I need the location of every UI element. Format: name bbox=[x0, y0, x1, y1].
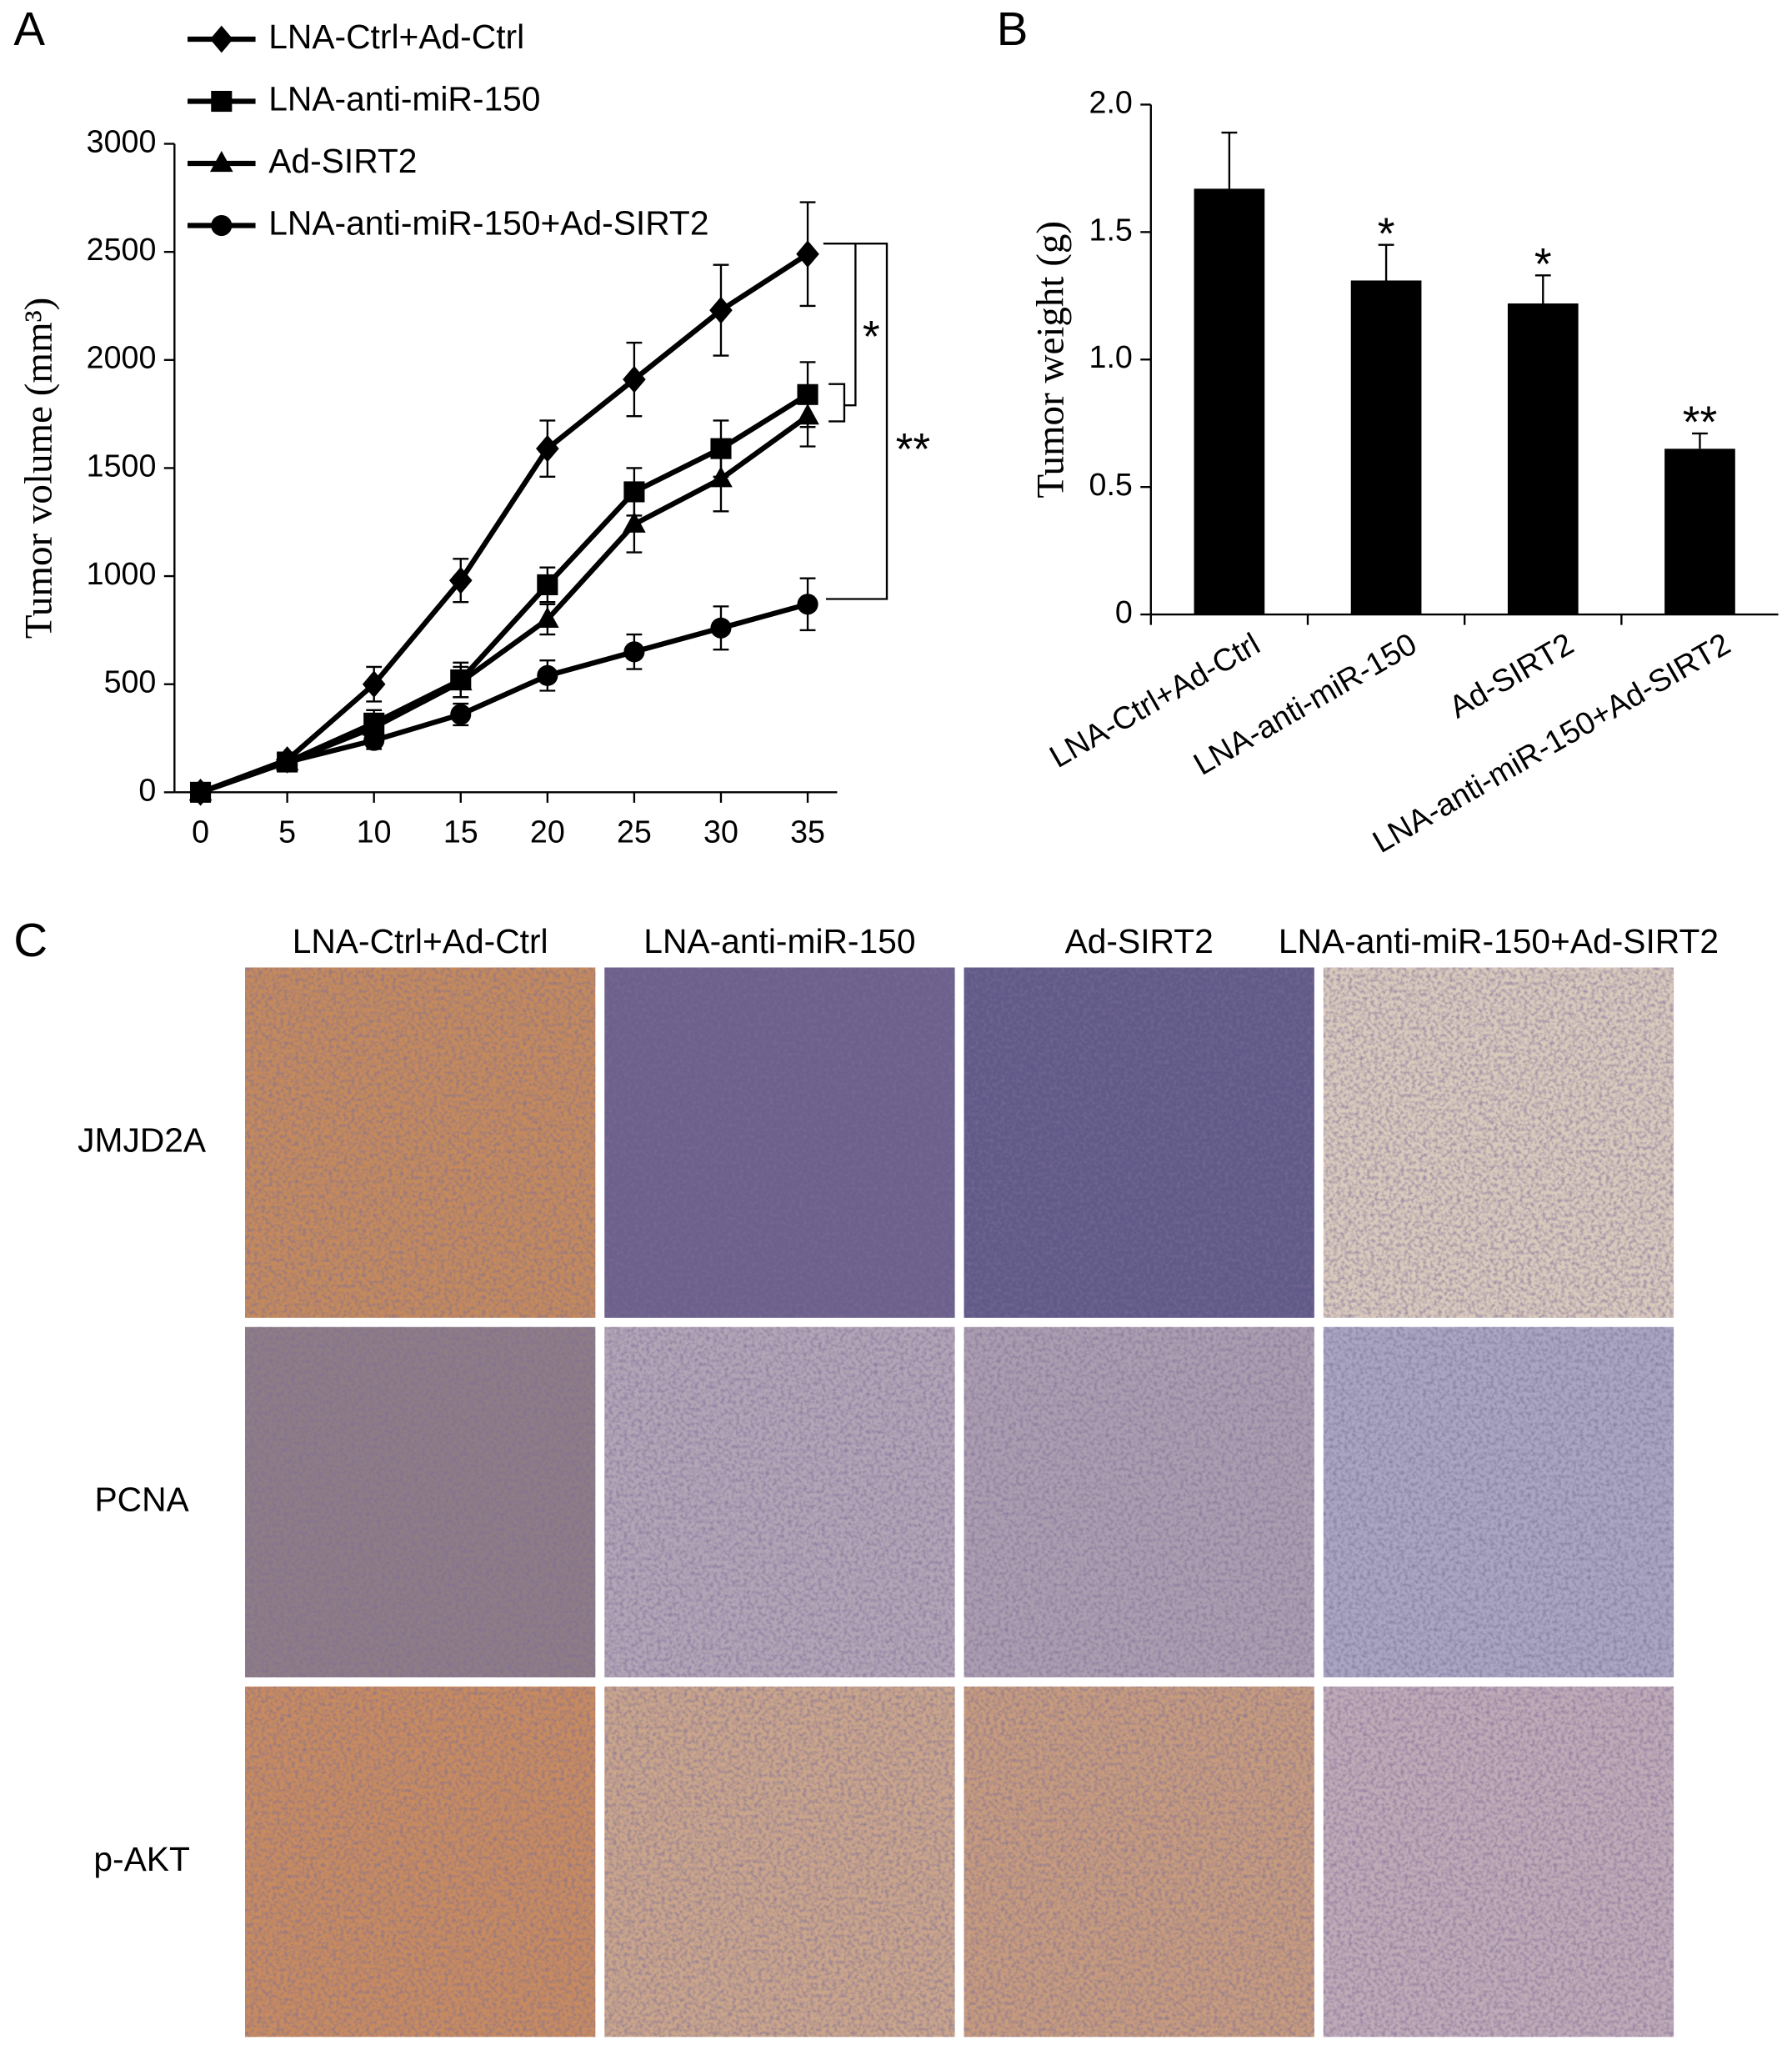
micrograph-texture bbox=[245, 1687, 596, 2037]
micrograph-texture bbox=[1323, 1326, 1674, 1678]
legend-label: LNA-anti-miR-150 bbox=[268, 79, 540, 118]
legend-label: LNA-Ctrl+Ad-Ctrl bbox=[268, 18, 524, 56]
marker bbox=[796, 240, 819, 268]
x-tick-label: 25 bbox=[617, 814, 652, 849]
micrograph-texture bbox=[604, 1326, 955, 1678]
micrograph-texture bbox=[964, 967, 1314, 1318]
micrograph-texture bbox=[1323, 1687, 1674, 2037]
marker bbox=[209, 25, 233, 53]
y-axis-title: Tumor weight (g) bbox=[1029, 221, 1073, 499]
marker bbox=[537, 664, 558, 686]
y-axis-title: Tumor volume (mm³) bbox=[18, 298, 61, 639]
bar bbox=[1350, 280, 1422, 615]
micrograph-texture bbox=[604, 967, 955, 1318]
marker bbox=[623, 365, 646, 393]
marker bbox=[796, 403, 819, 425]
y-tick-label: 3000 bbox=[87, 123, 157, 158]
error-bar bbox=[1534, 274, 1551, 303]
marker bbox=[211, 90, 233, 113]
annotation: * bbox=[863, 313, 880, 362]
marker bbox=[209, 150, 233, 173]
column-label: LNA-Ctrl+Ad-Ctrl bbox=[293, 922, 548, 960]
bracket bbox=[826, 243, 888, 600]
bracket bbox=[828, 383, 846, 423]
bar bbox=[1194, 188, 1265, 615]
y-tick-label: 1000 bbox=[87, 556, 157, 591]
marker bbox=[710, 617, 732, 639]
micrograph-texture bbox=[604, 1687, 955, 2037]
error-bar bbox=[1221, 131, 1238, 189]
y-tick-label: 2000 bbox=[87, 340, 157, 375]
y-tick-label: 2500 bbox=[87, 232, 157, 267]
bracket bbox=[823, 243, 857, 407]
panel-label: A bbox=[13, 3, 45, 55]
error-bar bbox=[1692, 432, 1708, 449]
row-label: PCNA bbox=[94, 1481, 189, 1519]
bar bbox=[1507, 303, 1579, 615]
y-tick-label: 1.0 bbox=[1089, 339, 1133, 374]
series-line bbox=[199, 252, 809, 795]
annotation: ** bbox=[896, 425, 930, 474]
marker bbox=[623, 511, 646, 533]
y-tick-label: 1.5 bbox=[1089, 212, 1133, 247]
marker bbox=[362, 670, 386, 699]
marker bbox=[709, 296, 733, 324]
marker bbox=[362, 714, 386, 736]
series-line bbox=[199, 414, 809, 795]
marker bbox=[623, 641, 645, 663]
marker bbox=[190, 781, 212, 803]
significance: * bbox=[1534, 240, 1552, 289]
panel-label: C bbox=[13, 914, 48, 966]
micrograph-texture bbox=[964, 1687, 1314, 2037]
marker bbox=[450, 704, 472, 725]
column-label: LNA-anti-miR-150+Ad-SIRT2 bbox=[1279, 922, 1719, 960]
x-tick-label: 0 bbox=[192, 814, 209, 849]
y-tick-label: 0 bbox=[138, 772, 156, 807]
x-tick-label: 15 bbox=[443, 814, 478, 849]
column-label: LNA-anti-miR-150 bbox=[643, 922, 915, 960]
y-tick-label: 1500 bbox=[87, 448, 157, 483]
bar bbox=[1664, 449, 1735, 615]
marker bbox=[211, 214, 233, 237]
row-label: p-AKT bbox=[93, 1840, 190, 1878]
x-tick-label: 35 bbox=[790, 814, 825, 849]
y-tick-label: 2.0 bbox=[1089, 84, 1133, 119]
micrograph-texture bbox=[1323, 967, 1674, 1318]
micrograph-texture bbox=[964, 1326, 1314, 1678]
marker bbox=[537, 574, 558, 595]
x-tick-label: 5 bbox=[278, 814, 296, 849]
legend-label: LNA-anti-miR-150+Ad-SIRT2 bbox=[268, 203, 708, 242]
row-label: JMJD2A bbox=[78, 1120, 207, 1159]
marker bbox=[536, 606, 559, 628]
y-tick-label: 0 bbox=[1115, 594, 1133, 629]
x-tick-label: 10 bbox=[357, 814, 392, 849]
panel-label: B bbox=[997, 3, 1029, 55]
column-label: Ad-SIRT2 bbox=[1065, 922, 1214, 960]
marker bbox=[448, 669, 473, 691]
marker bbox=[448, 566, 473, 594]
x-tick-label: Ad-SIRT2 bbox=[1443, 626, 1579, 725]
error-bar bbox=[1378, 243, 1394, 281]
marker bbox=[277, 751, 298, 773]
marker bbox=[536, 434, 559, 463]
marker bbox=[363, 729, 385, 751]
micrograph-texture bbox=[245, 1326, 596, 1678]
significance: ** bbox=[1683, 398, 1717, 448]
x-tick-label: 20 bbox=[530, 814, 565, 849]
micrograph-texture bbox=[245, 967, 596, 1318]
significance: * bbox=[1378, 209, 1395, 258]
x-tick-label: 30 bbox=[703, 814, 738, 849]
series-line bbox=[199, 601, 808, 795]
marker bbox=[709, 466, 733, 488]
y-tick-label: 0.5 bbox=[1089, 467, 1133, 502]
marker bbox=[797, 594, 818, 615]
y-tick-label: 500 bbox=[104, 664, 157, 699]
legend-label: Ad-SIRT2 bbox=[268, 142, 417, 180]
